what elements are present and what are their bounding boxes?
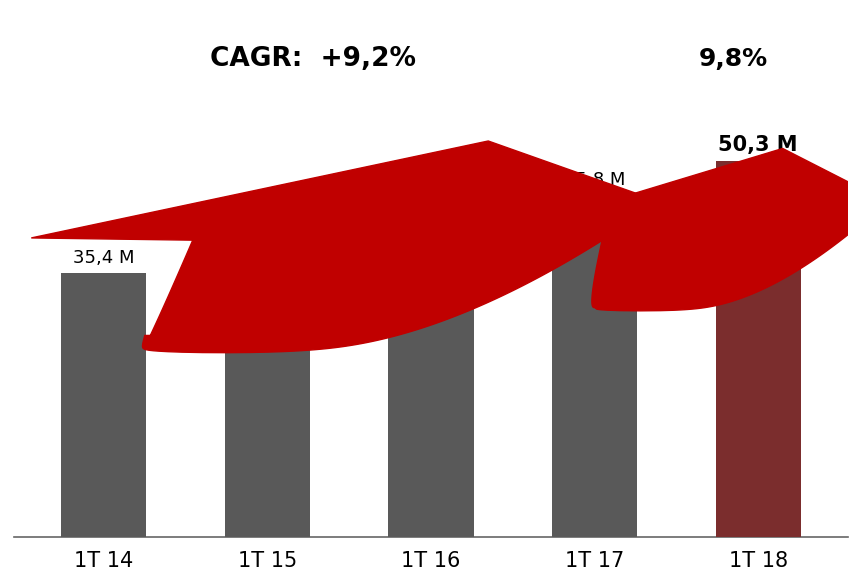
Polygon shape (31, 141, 765, 353)
Bar (61, 273, 146, 537)
Bar (715, 161, 800, 537)
Text: 35,4 M: 35,4 M (73, 249, 134, 267)
Bar (551, 195, 636, 537)
Text: 9,8%: 9,8% (698, 47, 767, 71)
Text: 50,3 M: 50,3 M (717, 135, 797, 155)
Polygon shape (506, 149, 861, 311)
Text: 46,5 M: 46,5 M (400, 166, 461, 184)
Text: 42,5 M: 42,5 M (237, 195, 298, 214)
Text: CAGR:  +9,2%: CAGR: +9,2% (210, 46, 416, 72)
Bar (388, 190, 473, 537)
Bar (225, 219, 310, 537)
Text: 45,8 M: 45,8 M (563, 171, 624, 189)
